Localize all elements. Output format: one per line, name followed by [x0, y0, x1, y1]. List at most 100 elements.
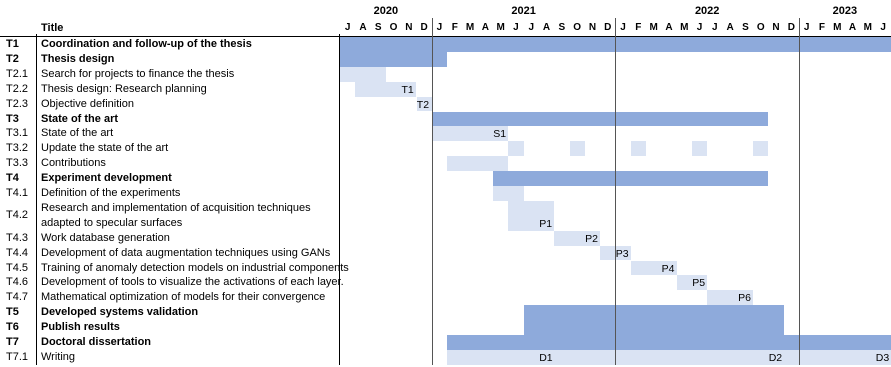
task-bar: [630, 260, 677, 276]
task-id: T7: [6, 336, 19, 348]
task-id: T2.1: [6, 67, 29, 80]
task-bar: [569, 141, 585, 157]
task-title: Development of tools to visualize the ac…: [41, 276, 344, 289]
task-bar: [508, 200, 555, 231]
task-bar: [753, 141, 769, 157]
task-bar: [431, 126, 509, 142]
month-label: O: [389, 22, 398, 33]
task-bar: [523, 305, 784, 321]
task-title: Development of data augmentation techniq…: [41, 246, 331, 259]
year-divider: [431, 18, 433, 365]
milestone-label: P5: [692, 277, 706, 290]
task-bar: [630, 141, 646, 157]
month-label: D: [787, 22, 795, 33]
task-title: Publish results: [41, 321, 120, 334]
task-title: Coordination and follow-up of the thesis: [41, 38, 252, 50]
task-title: Thesis design: [41, 52, 115, 65]
task-id: T7.1: [6, 350, 29, 363]
task-title: Contributions: [41, 157, 106, 170]
year-label: 2022: [694, 5, 720, 17]
month-label: F: [818, 22, 825, 33]
month-label: J: [803, 22, 810, 33]
milestone-label: P4: [661, 262, 675, 275]
task-id: T4.7: [6, 291, 29, 304]
task-id: T4.1: [6, 187, 29, 199]
task-id: T6: [6, 321, 19, 334]
month-label: J: [344, 22, 351, 33]
month-label: J: [513, 22, 519, 33]
task-id: T5: [6, 306, 19, 319]
task-bar: [493, 171, 769, 186]
milestone-label: D3: [875, 351, 890, 364]
milestone-label: S1: [493, 128, 507, 141]
task-bar: [707, 290, 754, 306]
month-label: N: [772, 22, 780, 33]
month-label: M: [680, 22, 689, 33]
month-label: D: [420, 22, 428, 33]
task-title: State of the art: [41, 127, 114, 140]
task-id: T4: [6, 172, 19, 185]
month-label: M: [496, 22, 505, 33]
milestone-label: T1: [401, 83, 414, 96]
task-id: T3.1: [6, 127, 29, 140]
task-title: adapted to specular surfaces: [41, 216, 183, 229]
month-label: J: [620, 22, 626, 33]
task-bar: [493, 186, 524, 201]
task-id: T3.2: [6, 142, 29, 155]
month-label: A: [481, 22, 489, 33]
milestone-label: D1: [539, 351, 553, 364]
task-title: Doctoral dissertation: [41, 336, 152, 348]
task-id: T2.2: [6, 82, 29, 95]
month-label: N: [588, 22, 597, 33]
milestone-label: D2: [768, 351, 783, 364]
year-label: 2021: [511, 5, 536, 17]
month-label: A: [542, 22, 551, 33]
milestone-label: P3: [615, 247, 629, 260]
month-label: S: [558, 22, 566, 33]
task-title: Training of anomaly detection models on …: [41, 261, 349, 274]
task-id: T4.4: [6, 246, 29, 259]
month-label: J: [528, 22, 535, 33]
task-id: T2: [6, 52, 19, 65]
task-bar: [676, 275, 708, 291]
month-label: M: [863, 22, 872, 33]
month-label: O: [756, 22, 765, 33]
year-label: 2020: [373, 5, 399, 17]
month-label: A: [359, 22, 367, 33]
task-bar: [431, 111, 769, 127]
year-divider: [799, 18, 800, 365]
task-title: Experiment development: [41, 172, 172, 185]
task-bar: [340, 51, 448, 67]
milestone-label: P2: [585, 232, 598, 245]
task-bar: [340, 66, 386, 82]
month-label: S: [742, 22, 749, 33]
task-id: T4.3: [6, 231, 29, 244]
task-bar: [554, 230, 601, 246]
task-id: T3: [6, 112, 19, 125]
month-label: N: [405, 22, 413, 33]
milestone-label: P6: [738, 292, 751, 305]
milestone-label: T2: [416, 98, 430, 111]
task-bar: [508, 141, 524, 157]
task-title: Objective definition: [41, 97, 134, 110]
title-column-header: Title: [41, 22, 64, 34]
task-title: Thesis design: Research planning: [41, 82, 207, 95]
year-divider: [615, 18, 617, 365]
task-title: Update the state of the art: [41, 142, 169, 155]
month-label: A: [726, 22, 734, 33]
task-bar: [355, 81, 417, 97]
task-bar: [416, 96, 432, 112]
task-title: Developed systems validation: [41, 306, 199, 319]
month-label: F: [635, 22, 642, 33]
month-label: M: [649, 22, 658, 33]
month-label: M: [465, 22, 475, 33]
month-label: F: [451, 22, 458, 33]
month-label: S: [374, 22, 382, 33]
task-bar: [523, 320, 784, 335]
task-id: T4.6: [6, 276, 29, 289]
task-bar: [447, 156, 509, 172]
month-label: A: [848, 22, 857, 33]
task-id: T3.3: [6, 157, 29, 170]
task-title: Search for projects to finance the thesi…: [41, 67, 235, 80]
task-bar: [691, 141, 708, 157]
